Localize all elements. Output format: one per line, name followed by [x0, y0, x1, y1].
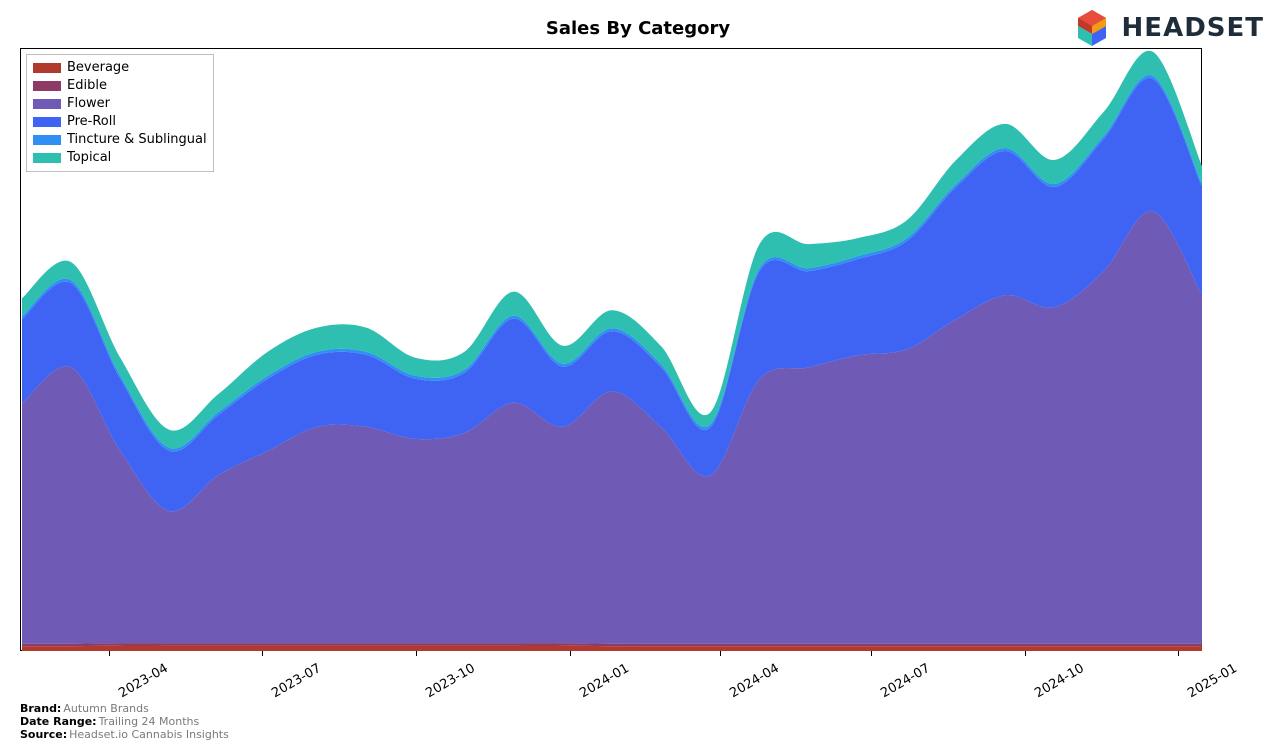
x-tick-label: 2023-07 [270, 661, 325, 701]
legend-label: Edible [67, 77, 107, 95]
legend-item: Edible [33, 77, 207, 95]
x-tick-label: 2023-04 [116, 661, 171, 701]
legend-swatch [33, 117, 61, 127]
meta-value: Autumn Brands [63, 702, 148, 715]
x-tick [109, 651, 110, 656]
x-tick-label: 2024-10 [1032, 661, 1087, 701]
brand-logo: HEADSET [1070, 6, 1264, 50]
meta-label: Date Range: [20, 715, 97, 728]
legend-swatch [33, 63, 61, 73]
legend: BeverageEdibleFlowerPre-RollTincture & S… [26, 54, 214, 172]
x-tick-label: 2024-07 [878, 661, 933, 701]
legend-label: Flower [67, 95, 110, 113]
legend-swatch [33, 99, 61, 109]
chart-container: Sales By Category HEADSET BeverageEdible… [0, 0, 1276, 745]
meta-label: Source: [20, 728, 67, 741]
x-tick-label: 2023-10 [423, 661, 478, 701]
legend-swatch [33, 135, 61, 145]
legend-item: Flower [33, 95, 207, 113]
x-tick [570, 651, 571, 656]
meta-value: Trailing 24 Months [99, 715, 200, 728]
meta-value: Headset.io Cannabis Insights [69, 728, 229, 741]
x-tick-label: 2025-01 [1186, 661, 1241, 701]
meta-line: Date Range:Trailing 24 Months [20, 715, 229, 728]
x-tick [1025, 651, 1026, 656]
legend-item: Beverage [33, 59, 207, 77]
legend-item: Topical [33, 149, 207, 167]
x-tick [720, 651, 721, 656]
headset-logo-icon [1070, 6, 1114, 50]
legend-item: Pre-Roll [33, 113, 207, 131]
x-tick [262, 651, 263, 656]
x-tick [871, 651, 872, 656]
legend-swatch [33, 81, 61, 91]
legend-label: Beverage [67, 59, 129, 77]
x-tick-label: 2024-04 [727, 661, 782, 701]
meta-line: Source:Headset.io Cannabis Insights [20, 728, 229, 741]
legend-label: Topical [67, 149, 111, 167]
legend-label: Pre-Roll [67, 113, 116, 131]
legend-label: Tincture & Sublingual [67, 131, 207, 149]
legend-item: Tincture & Sublingual [33, 131, 207, 149]
meta-line: Brand:Autumn Brands [20, 702, 229, 715]
legend-swatch [33, 153, 61, 163]
x-tick [416, 651, 417, 656]
meta-label: Brand: [20, 702, 61, 715]
chart-metadata: Brand:Autumn BrandsDate Range:Trailing 2… [20, 702, 229, 741]
x-tick [1178, 651, 1179, 656]
x-tick-label: 2024-01 [577, 661, 632, 701]
brand-logo-text: HEADSET [1122, 13, 1264, 43]
